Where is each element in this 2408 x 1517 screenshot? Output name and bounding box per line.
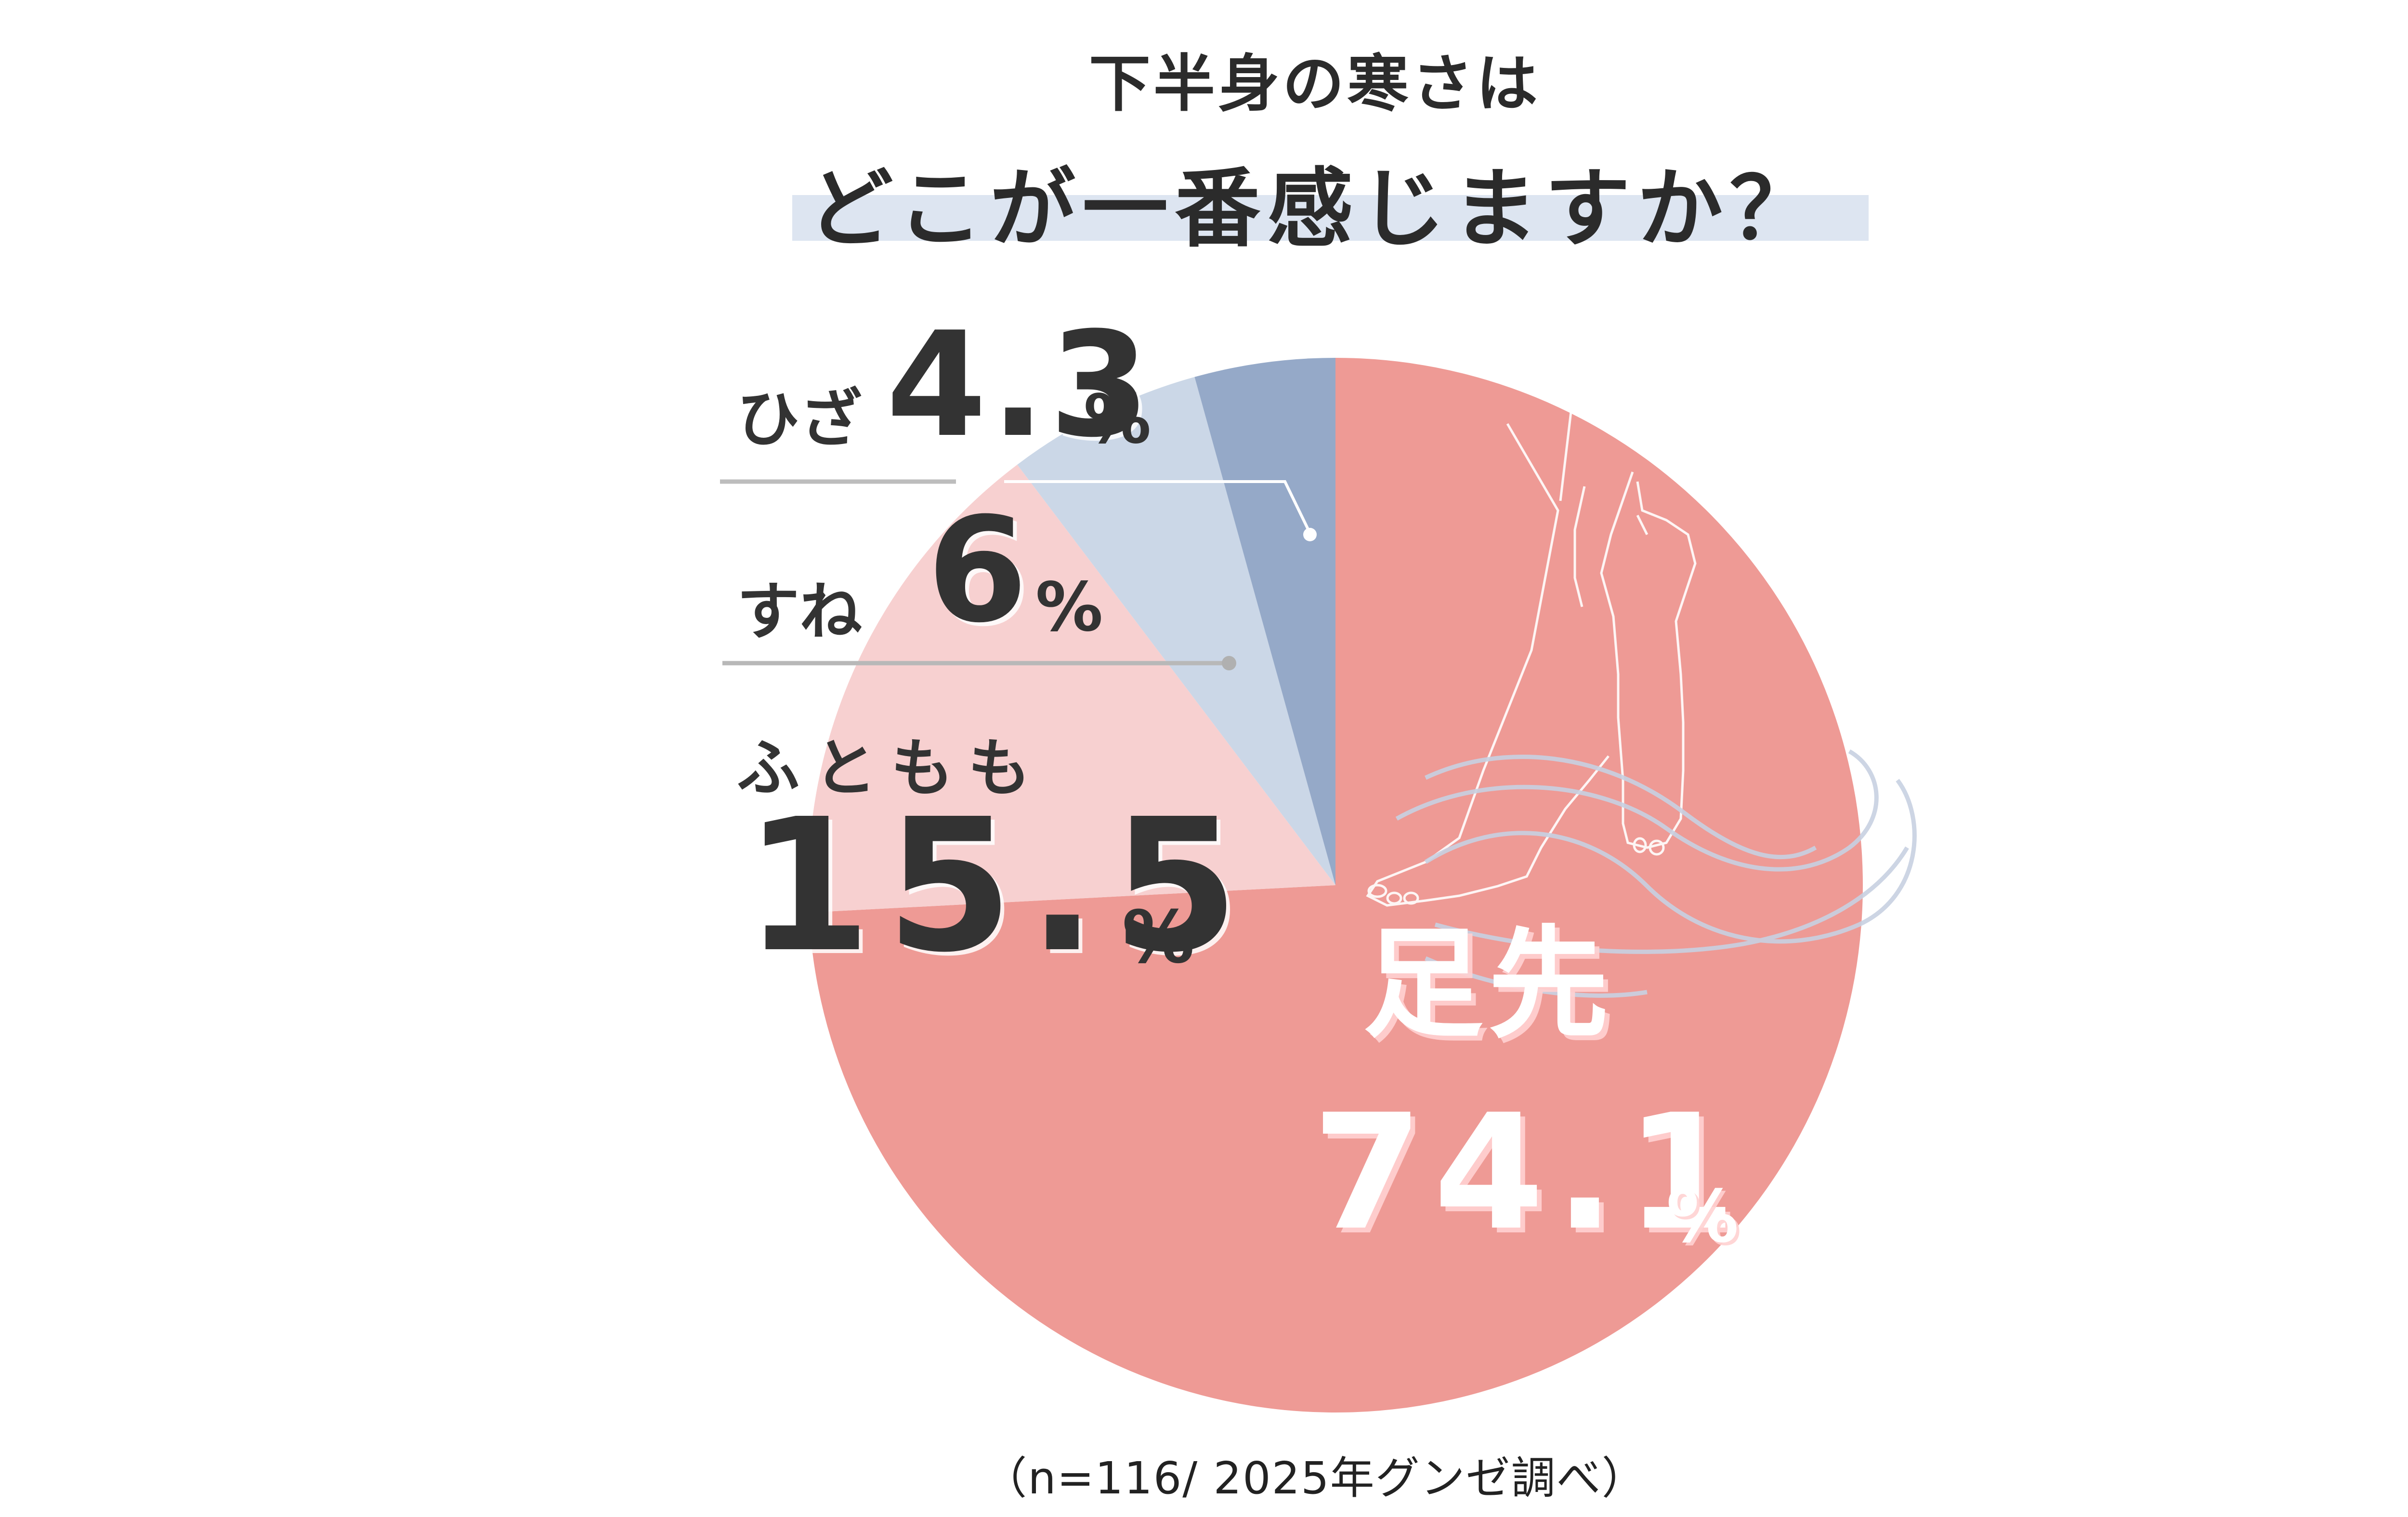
label-knee-name: ひざ — [737, 382, 863, 456]
label-shin-value: 6 — [927, 486, 1028, 654]
chart-title-line1: 下半身の寒さは — [1088, 48, 1541, 120]
pie-slice-shin — [1017, 377, 1335, 885]
pie-slice-toes — [809, 358, 1863, 1412]
label-toes-name: 足先 — [1363, 914, 1613, 1054]
label-thigh-value: 15.5 — [744, 779, 1254, 993]
label-knee-unit: % — [1084, 380, 1152, 459]
pie-slice-knee — [1194, 358, 1335, 885]
label-toes-unit: % — [1666, 1175, 1739, 1259]
title-highlight-band — [792, 195, 1869, 241]
leader-line-shin — [722, 656, 1236, 670]
label-shin-unit: % — [1035, 568, 1103, 647]
label-thigh-name: ふともも — [737, 732, 1046, 805]
label-shin-name: すね — [737, 575, 863, 648]
label-toes-value: 74.1 — [1312, 1080, 1747, 1265]
pie-slice-thigh — [808, 464, 1335, 913]
leader-line-knee — [720, 479, 1317, 541]
source-footnote: （n=116/ 2025年グンゼ調べ） — [982, 1452, 1647, 1504]
label-thigh-unit: % — [1122, 896, 1195, 980]
label-knee-value: 4.3 — [886, 301, 1154, 469]
chart-title-line2: どこが一番感じますか？ — [807, 159, 1822, 259]
pie-slices — [808, 358, 1863, 1412]
wind-lines-icon — [1395, 749, 1917, 998]
